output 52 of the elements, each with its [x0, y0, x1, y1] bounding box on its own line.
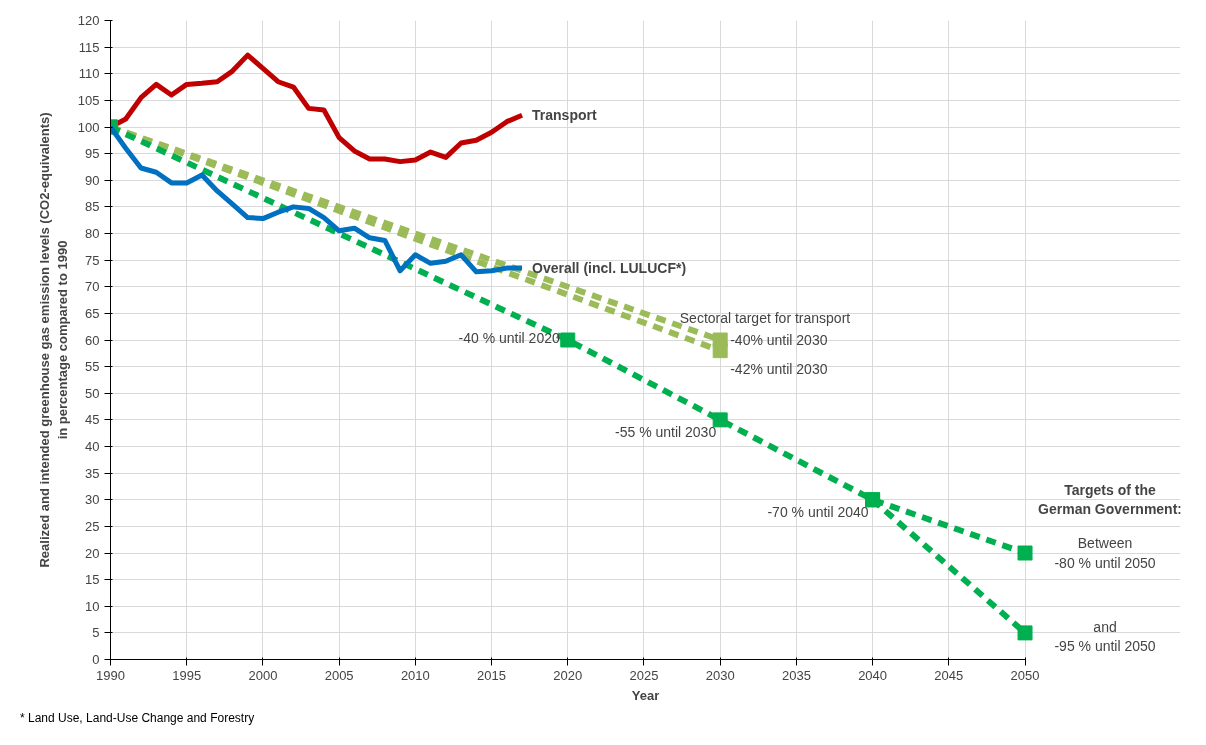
y-tick-label: 10 — [85, 598, 100, 614]
y-tick-label: 100 — [77, 119, 100, 135]
x-tick-label: 2010 — [400, 667, 430, 683]
annotation: and -95 % until 2050 — [1054, 619, 1156, 655]
y-tick-label: 35 — [85, 465, 100, 481]
y-tick-label: 70 — [85, 279, 100, 295]
y-tick-label: 105 — [77, 92, 100, 108]
x-tick-label: 2015 — [477, 667, 507, 683]
y-tick-label: 120 — [77, 13, 100, 28]
y-tick-label: 110 — [78, 66, 100, 82]
y-tick-label: 65 — [85, 305, 100, 321]
y-tick-label: 5 — [92, 625, 100, 641]
y-tick-label: 75 — [85, 252, 100, 268]
annotation: -42% until 2030 — [730, 360, 828, 377]
x-tick-label: 2040 — [858, 667, 888, 683]
y-tick-label: 55 — [85, 359, 100, 375]
y-tick-label: 15 — [85, 572, 100, 588]
x-tick-label: 2020 — [553, 667, 583, 683]
y-tick-label: 0 — [92, 652, 100, 667]
y-tick-label: 90 — [85, 172, 100, 188]
annotation: -55 % until 2030 — [615, 423, 717, 440]
annotation: -40 % until 2020 — [458, 330, 560, 346]
text: Targets of the German Government: — [1038, 482, 1183, 518]
x-tick-label: 1995 — [172, 667, 202, 683]
y-tick-label: 80 — [85, 226, 100, 241]
annotation: -40% until 2030 — [730, 332, 828, 348]
x-axis-title: Year — [631, 687, 660, 703]
x-tick-label: 1990 — [96, 667, 125, 683]
y-tick-label: 85 — [85, 199, 100, 215]
x-tick-label: 2050 — [1010, 667, 1040, 683]
y-tick-label: 50 — [85, 385, 100, 401]
x-tick-label: 2035 — [781, 667, 811, 683]
y-tick-label: 30 — [85, 492, 100, 508]
series-label: Transport — [532, 107, 597, 124]
series-label: Overall (incl. LULUCF*) — [532, 260, 687, 277]
y-axis-title: Realized and intended greenhouse gas emission levels (CO2-equivalents) in percentage compared to 1990 — [36, 112, 70, 568]
x-tick-label: 2045 — [934, 667, 964, 683]
y-tick-label: 45 — [85, 412, 100, 428]
x-tick-label: 2000 — [248, 667, 278, 683]
annotation: -70 % until 2040 — [767, 503, 869, 520]
x-tick-label: 2030 — [705, 667, 735, 683]
x-tick-label: 2025 — [629, 667, 659, 683]
y-tick-label: 115 — [78, 39, 100, 55]
annotation: Sectoral target for transport — [679, 310, 851, 326]
y-tick-label: 60 — [85, 332, 100, 348]
y-tick-label: 40 — [85, 439, 100, 454]
x-tick-label: 2005 — [324, 667, 354, 683]
y-tick-label: 25 — [85, 518, 100, 534]
annotation: Between -80 % until 2050 — [1054, 535, 1156, 571]
text: * Land Use, Land-Use Change and Forestry — [20, 710, 255, 727]
y-tick-label: 20 — [85, 545, 100, 561]
y-tick-label: 95 — [85, 146, 100, 162]
